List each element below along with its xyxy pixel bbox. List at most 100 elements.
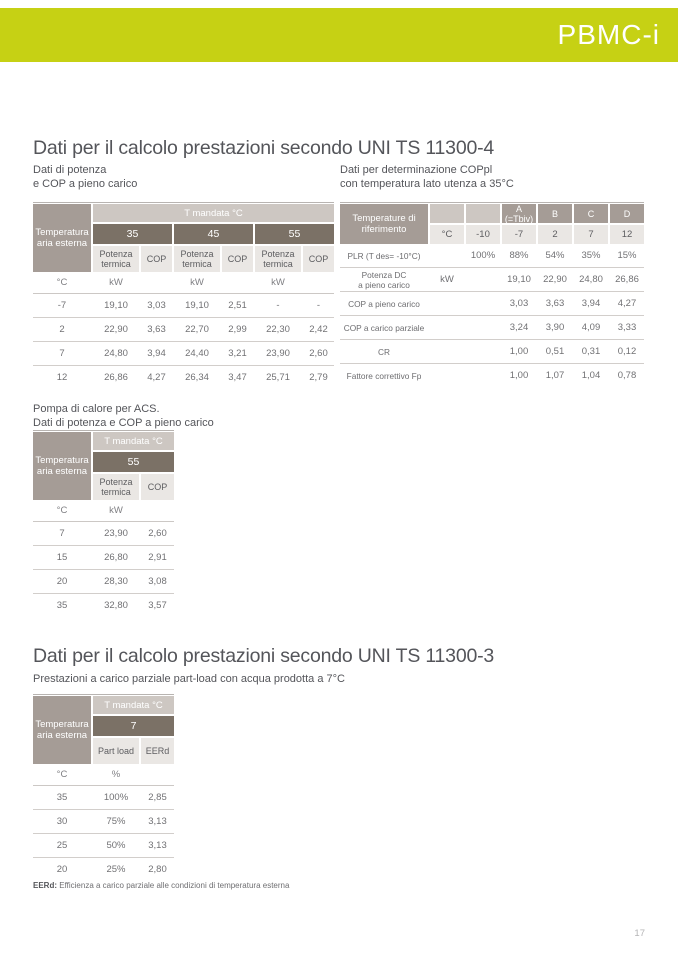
table-cell: 22,90	[104, 324, 128, 335]
units-cell: kW	[190, 277, 204, 288]
units-row: °C kW kW kW	[33, 272, 334, 294]
table-cell: 3,03	[509, 298, 529, 309]
table-cell: 26,86	[104, 372, 128, 383]
table-header: Temperatura aria esterna T mandata °C 35…	[33, 203, 334, 272]
table-cell: 100%	[103, 792, 129, 803]
table-row: COP a pieno carico 3,03 3,63 3,94 4,27	[340, 292, 644, 316]
table-row: -7 19,10 3,03 19,10 2,51 - -	[33, 294, 334, 318]
table-cell: 3,90	[545, 322, 565, 333]
table-cell: 7	[59, 528, 65, 539]
left-table-subtitle-line2: e COP a pieno carico	[33, 177, 138, 190]
subcolumn-header: COP	[222, 246, 253, 272]
table-cell: 15	[56, 552, 68, 563]
table-rows: PLR (T des= -10°C) 100% 88% 54% 35% 15% Potenz…	[340, 244, 644, 387]
units-cell: °C	[56, 277, 68, 288]
units-cell	[141, 500, 174, 521]
table-cell	[430, 340, 464, 363]
table-cell: -	[316, 300, 321, 311]
table-cell: 3,24	[509, 322, 529, 333]
table-body: PLR (T des= -10°C) 100% 88% 54% 35% 15% Potenz…	[340, 244, 644, 387]
table-cell: 25%	[106, 864, 126, 875]
blank-header-cell	[430, 204, 464, 223]
table-band-header: T mandata °C	[93, 696, 174, 714]
table-cell: kW	[440, 274, 454, 285]
subcolumn-header: EERd	[141, 738, 174, 764]
table-cell: COP a pieno carico	[348, 298, 420, 309]
partload-table: Temperatura aria esterna T mandata °C 7 …	[33, 694, 174, 881]
table-cell: 35%	[581, 250, 601, 261]
table-cell: Fattore correttivo Fp	[346, 370, 422, 381]
table-cell: 0,78	[617, 370, 637, 381]
units-cell	[141, 764, 174, 785]
table-cell: 54%	[545, 250, 565, 261]
right-table-subtitle: Dati per determinazione COPpl con temper…	[340, 164, 514, 191]
table-cell: 1,07	[545, 370, 565, 381]
table-body: °C kW 7 23,90 2,60 15 26,80 2,91 20 28,30 3,08 35…	[33, 500, 174, 617]
acs-subtitle-line1: Pompa di calore per ACS.	[33, 403, 160, 415]
table-row: 35 100% 2,85	[33, 786, 174, 810]
table-row: Fattore correttivo Fp 1,00 1,07 1,04 0,78	[340, 364, 644, 387]
page-number: 17	[634, 928, 645, 939]
table-cell: 15%	[617, 250, 637, 261]
left-table-subtitle-line1: Dati di potenza	[33, 164, 107, 176]
table-row: Potenza DC a pieno carico kW 19,10 22,90 24,…	[340, 268, 644, 292]
table-row: PLR (T des= -10°C) 100% 88% 54% 35% 15%	[340, 244, 644, 268]
table-row: 25 50% 3,13	[33, 834, 174, 858]
table-corner-header: Temperatura aria esterna	[33, 432, 91, 500]
table-cell	[430, 316, 464, 339]
table-rows: 7 23,90 2,60 15 26,80 2,91 20 28,30 3,08 35 32,80 3…	[33, 522, 174, 617]
table-cell: 2,51	[228, 300, 247, 311]
table-cell: 2,79	[309, 372, 328, 383]
table-header: Temperature di riferimento A (=Tbiv) B C…	[340, 203, 644, 244]
table-cell: 26,86	[615, 274, 639, 285]
subcolumn-header: COP	[303, 246, 334, 272]
table-corner-header: Temperatura aria esterna	[33, 696, 91, 764]
ref-point-header-d: D	[610, 204, 644, 223]
table-row: 20 25% 2,80	[33, 858, 174, 881]
right-table-subtitle-line2: con temperatura lato utenza a 35°C	[340, 177, 514, 190]
table-cell: 1,00	[509, 346, 529, 357]
table-cell: 3,47	[228, 372, 247, 383]
table-cell: 19,10	[104, 300, 128, 311]
table-cell: 2,42	[309, 324, 328, 335]
ref-point-header-a: A (=Tbiv)	[502, 204, 536, 224]
ref-point-header-b: B	[538, 204, 572, 223]
brand-title: PBMC-i	[557, 19, 660, 50]
table-cell: 100%	[470, 250, 496, 261]
footnote-text: Efficienza a carico parziale alle condiz…	[59, 881, 290, 890]
table-cell	[466, 364, 500, 387]
table-band-header: T mandata °C	[93, 204, 334, 222]
table-cell: 2,99	[228, 324, 247, 335]
units-row: °C kW	[33, 500, 174, 522]
table-cell: 19,10	[507, 274, 531, 285]
table-cell: 2,80	[148, 864, 167, 875]
subcolumn-header: Potenza termica	[93, 474, 139, 500]
ref-temp-cell: 12	[610, 225, 644, 244]
table-cell: 25	[56, 840, 68, 851]
table-cell	[466, 340, 500, 363]
temp-column-header-35: 35	[93, 224, 172, 244]
table-cell: 32,80	[104, 600, 128, 611]
table-cell: -	[276, 300, 280, 311]
table-cell: 19,10	[185, 300, 209, 311]
ref-point-header-c: C	[574, 204, 608, 223]
table-cell: 2,85	[148, 792, 167, 803]
table-cell: 4,27	[147, 372, 166, 383]
table-cell	[466, 268, 500, 291]
acs-table: Temperatura aria esterna T mandata °C 55…	[33, 430, 174, 617]
temp-column-header-7: 7	[93, 716, 174, 736]
table-cell: 23,90	[104, 528, 128, 539]
table-cell: 2,60	[148, 528, 167, 539]
table-cell: 0,31	[581, 346, 601, 357]
table-cell: 75%	[106, 816, 126, 827]
table-corner-header: Temperatura aria esterna	[33, 204, 91, 272]
table-cell: 3,94	[581, 298, 601, 309]
acs-table-subtitle: Pompa di calore per ACS. Dati di potenza…	[33, 403, 214, 430]
table-rows: 35 100% 2,85 30 75% 3,13 25 50% 3,13 20 25% 2,80	[33, 786, 174, 881]
section1-title: Dati per il calcolo prestazioni secondo …	[33, 137, 495, 159]
table-band-header: T mandata °C	[93, 432, 174, 450]
right-table-subtitle-line1: Dati per determinazione COPpl	[340, 164, 493, 176]
table-cell: 50%	[106, 840, 126, 851]
table-cell: PLR (T des= -10°C)	[347, 250, 421, 261]
